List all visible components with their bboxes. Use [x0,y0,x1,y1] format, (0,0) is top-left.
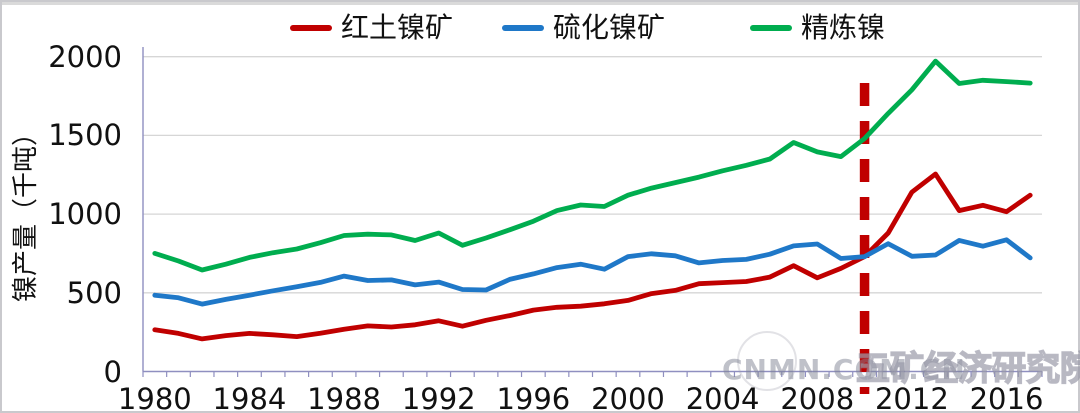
watermark-site: CNMN.COM.CN [722,353,966,386]
y-tick-label-1500: 1500 [48,118,122,153]
legend-item-sulfide: 硫化镍矿 [502,9,665,47]
watermark-org: 五矿经济研究院 [855,348,1080,390]
x-tick-label-2016: 2016 [969,382,1044,413]
x-tick-label-2012: 2012 [874,382,949,413]
x-tick-label-1996: 1996 [496,382,571,413]
x-tick-label-1984: 1984 [212,382,287,413]
legend-label-refined: 精炼镍 [801,11,886,44]
x-tick-label-2004: 2004 [685,382,760,413]
y-tick-label-2000: 2000 [48,39,122,74]
y-tick-label-1000: 1000 [48,197,122,232]
series-line-sulfide [152,237,1033,307]
legend-line-refined [750,25,792,31]
x-tick-label-1980: 1980 [117,382,192,413]
x-tick-label-1992: 1992 [401,382,476,413]
legend-item-refined: 精炼镍 [750,9,885,47]
legend-item-laterite: 红土镍矿 [290,9,453,47]
legend-line-sulfide [502,25,544,31]
series-line-laterite [152,171,1033,342]
legend-line-laterite [290,25,332,31]
y-tick-label-0: 0 [103,354,122,389]
x-tick-label-2000: 2000 [591,382,665,413]
series-line-refined [152,58,1033,273]
x-tick-label-2008: 2008 [780,382,855,413]
x-tick-label-1988: 1988 [307,382,381,413]
y-tick-label-500: 500 [66,275,122,310]
legend-label-laterite: 红土镍矿 [341,11,454,44]
watermark-emblem [737,331,797,391]
legend-label-sulfide: 硫化镍矿 [553,11,666,44]
